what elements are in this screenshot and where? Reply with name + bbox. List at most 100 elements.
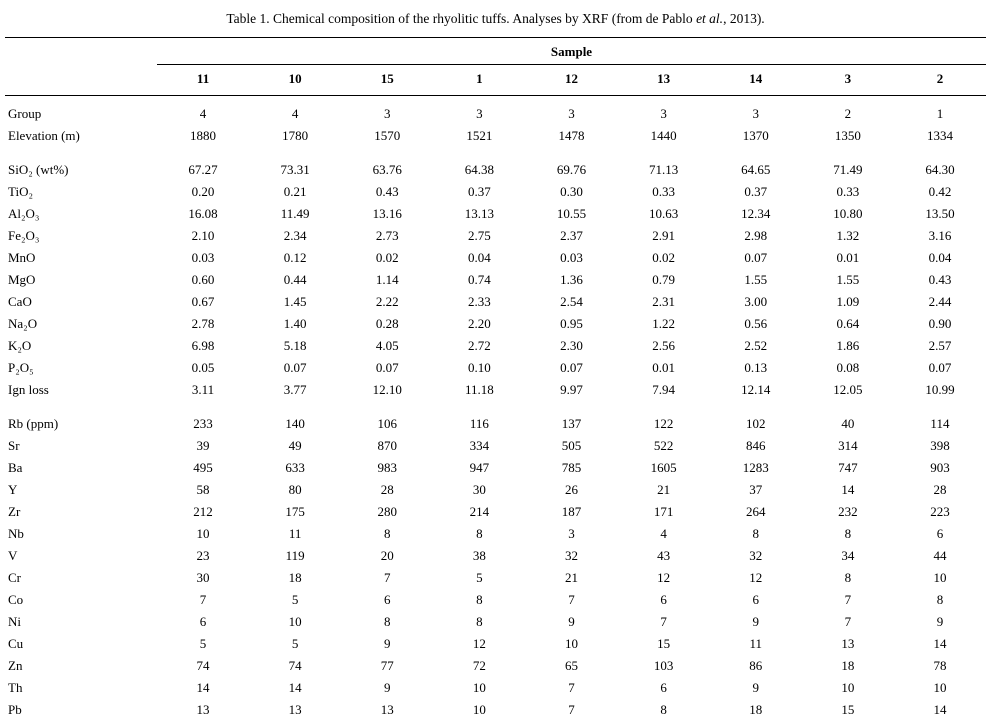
data-cell: 5 xyxy=(199,636,207,651)
row-label: Ign loss xyxy=(8,382,49,397)
table-row: Pb 13 13 13 10 7 8 18 15 14 xyxy=(5,699,986,719)
data-cell: 0.74 xyxy=(468,272,491,287)
data-cell: 1440 xyxy=(650,128,677,143)
data-cell: 23 xyxy=(196,548,210,563)
data-cell: 1478 xyxy=(558,128,585,143)
data-cell: 49 xyxy=(288,438,302,453)
data-cell: 0.05 xyxy=(191,360,215,375)
data-cell: 72 xyxy=(472,658,486,673)
data-cell: 8 xyxy=(844,526,852,541)
data-cell: 0.07 xyxy=(560,360,583,375)
data-cell: 2.30 xyxy=(560,338,583,353)
data-cell: 0.44 xyxy=(283,272,307,287)
data-cell: 12 xyxy=(749,570,763,585)
table-row: K₂O 6.98 5.18 4.05 2.72 2.30 2.56 2.52 1.86 2.57 xyxy=(5,335,986,357)
data-cell: 11.49 xyxy=(280,206,310,221)
data-cell: 7 xyxy=(199,592,207,607)
data-cell: 18 xyxy=(749,702,763,717)
data-cell: 2.78 xyxy=(191,316,215,331)
data-cell: 10 xyxy=(472,680,486,695)
data-cell: 0.64 xyxy=(836,316,860,331)
data-cell: 5.18 xyxy=(283,338,307,353)
data-cell: 6 xyxy=(936,526,944,541)
caption-year: , 2013). xyxy=(723,11,765,26)
data-cell: 0.10 xyxy=(468,360,491,375)
row-label: TiO₂ xyxy=(8,184,34,199)
data-cell: 74 xyxy=(288,658,302,673)
data-cell: 7 xyxy=(844,592,852,607)
data-cell: 80 xyxy=(288,482,302,497)
row-label: CaO xyxy=(8,294,32,309)
data-cell: 0.07 xyxy=(928,360,952,375)
data-cell: 0.13 xyxy=(744,360,768,375)
data-cell: 11.18 xyxy=(464,382,494,397)
data-cell: 14 xyxy=(841,482,855,497)
data-cell: 32 xyxy=(749,548,763,563)
row-label: MnO xyxy=(8,250,36,265)
data-cell: 0.30 xyxy=(560,184,583,199)
table-row: Zn 74 74 77 72 65 103 86 18 78 xyxy=(5,655,986,677)
data-cell: 9 xyxy=(384,680,391,695)
table-row: Ba 495 633 983 947 785 1605 1283 747 903 xyxy=(5,457,986,479)
caption-et-al: et al. xyxy=(696,11,724,26)
data-cell: 232 xyxy=(838,504,858,519)
data-cell: 7 xyxy=(660,614,667,629)
data-cell: 26 xyxy=(564,482,578,497)
table-row: Ign loss 3.11 3.77 12.10 11.18 9.97 7.94 12.14 1… xyxy=(5,379,986,401)
data-cell: 214 xyxy=(469,504,490,519)
table-row: Rb (ppm) 233 140 106 116 137 122 102 40 114 xyxy=(5,401,986,435)
data-cell: 1.86 xyxy=(836,338,860,353)
data-cell: 15 xyxy=(841,702,855,717)
data-cell: 12.10 xyxy=(372,382,402,397)
data-cell: 4 xyxy=(660,526,667,541)
table-row: Sr 39 49 870 334 505 522 846 314 398 xyxy=(5,435,986,457)
data-cell: 2.72 xyxy=(468,338,491,353)
data-cell: 103 xyxy=(653,658,674,673)
row-label: Cu xyxy=(8,636,24,651)
data-cell: 77 xyxy=(380,658,394,673)
data-cell: 71.49 xyxy=(833,162,863,177)
data-cell: 4 xyxy=(291,106,299,121)
row-label: Al₂O₃ xyxy=(8,206,40,221)
data-cell: 8 xyxy=(384,526,391,541)
data-cell: 505 xyxy=(561,438,582,453)
data-cell: 9 xyxy=(568,614,575,629)
data-cell: 10 xyxy=(564,636,578,651)
table-row: Nb 10 11 8 8 3 4 8 8 6 xyxy=(5,523,986,545)
data-cell: 30 xyxy=(196,570,210,585)
data-cell: 0.20 xyxy=(191,184,215,199)
data-cell: 58 xyxy=(196,482,210,497)
data-cell: 0.33 xyxy=(652,184,675,199)
composition-table: Sample 11 10 15 1 12 13 14 3 2 Group 4 4 3 3 3 3 3 2 1 Ele… xyxy=(5,37,986,719)
column-header: 3 xyxy=(801,64,894,96)
data-cell: 2.37 xyxy=(560,228,583,243)
data-cell: 6 xyxy=(660,592,667,607)
data-cell: 15 xyxy=(657,636,671,651)
data-cell: 0.67 xyxy=(191,294,215,309)
data-cell: 0.42 xyxy=(928,184,952,199)
data-cell: 13 xyxy=(196,702,210,717)
data-cell: 1350 xyxy=(834,128,861,143)
data-cell: 3 xyxy=(568,526,575,541)
data-cell: 212 xyxy=(193,504,213,519)
column-header: 13 xyxy=(617,64,710,96)
data-cell: 1.45 xyxy=(283,294,307,309)
row-label: MgO xyxy=(8,272,36,287)
data-cell: 280 xyxy=(377,504,398,519)
data-cell: 0.08 xyxy=(836,360,860,375)
table-row: TiO₂ 0.20 0.21 0.43 0.37 0.30 0.33 0.37 0.33 0.42 xyxy=(5,181,986,203)
data-cell: 137 xyxy=(561,416,582,431)
data-cell: 13.50 xyxy=(925,206,955,221)
data-cell: 8 xyxy=(384,614,391,629)
row-label: Sr xyxy=(8,438,20,453)
data-cell: 21 xyxy=(657,482,671,497)
column-header: 14 xyxy=(709,64,802,96)
data-cell: 10.55 xyxy=(556,206,587,221)
data-cell: 2.56 xyxy=(652,338,675,353)
table-row: MnO 0.03 0.12 0.02 0.04 0.03 0.02 0.07 0.01 0.04 xyxy=(5,247,986,269)
data-cell: 11 xyxy=(288,526,302,541)
data-cell: 10 xyxy=(933,680,947,695)
data-cell: 13.16 xyxy=(372,206,402,221)
data-cell: 0.07 xyxy=(375,360,399,375)
data-cell: 334 xyxy=(469,438,490,453)
